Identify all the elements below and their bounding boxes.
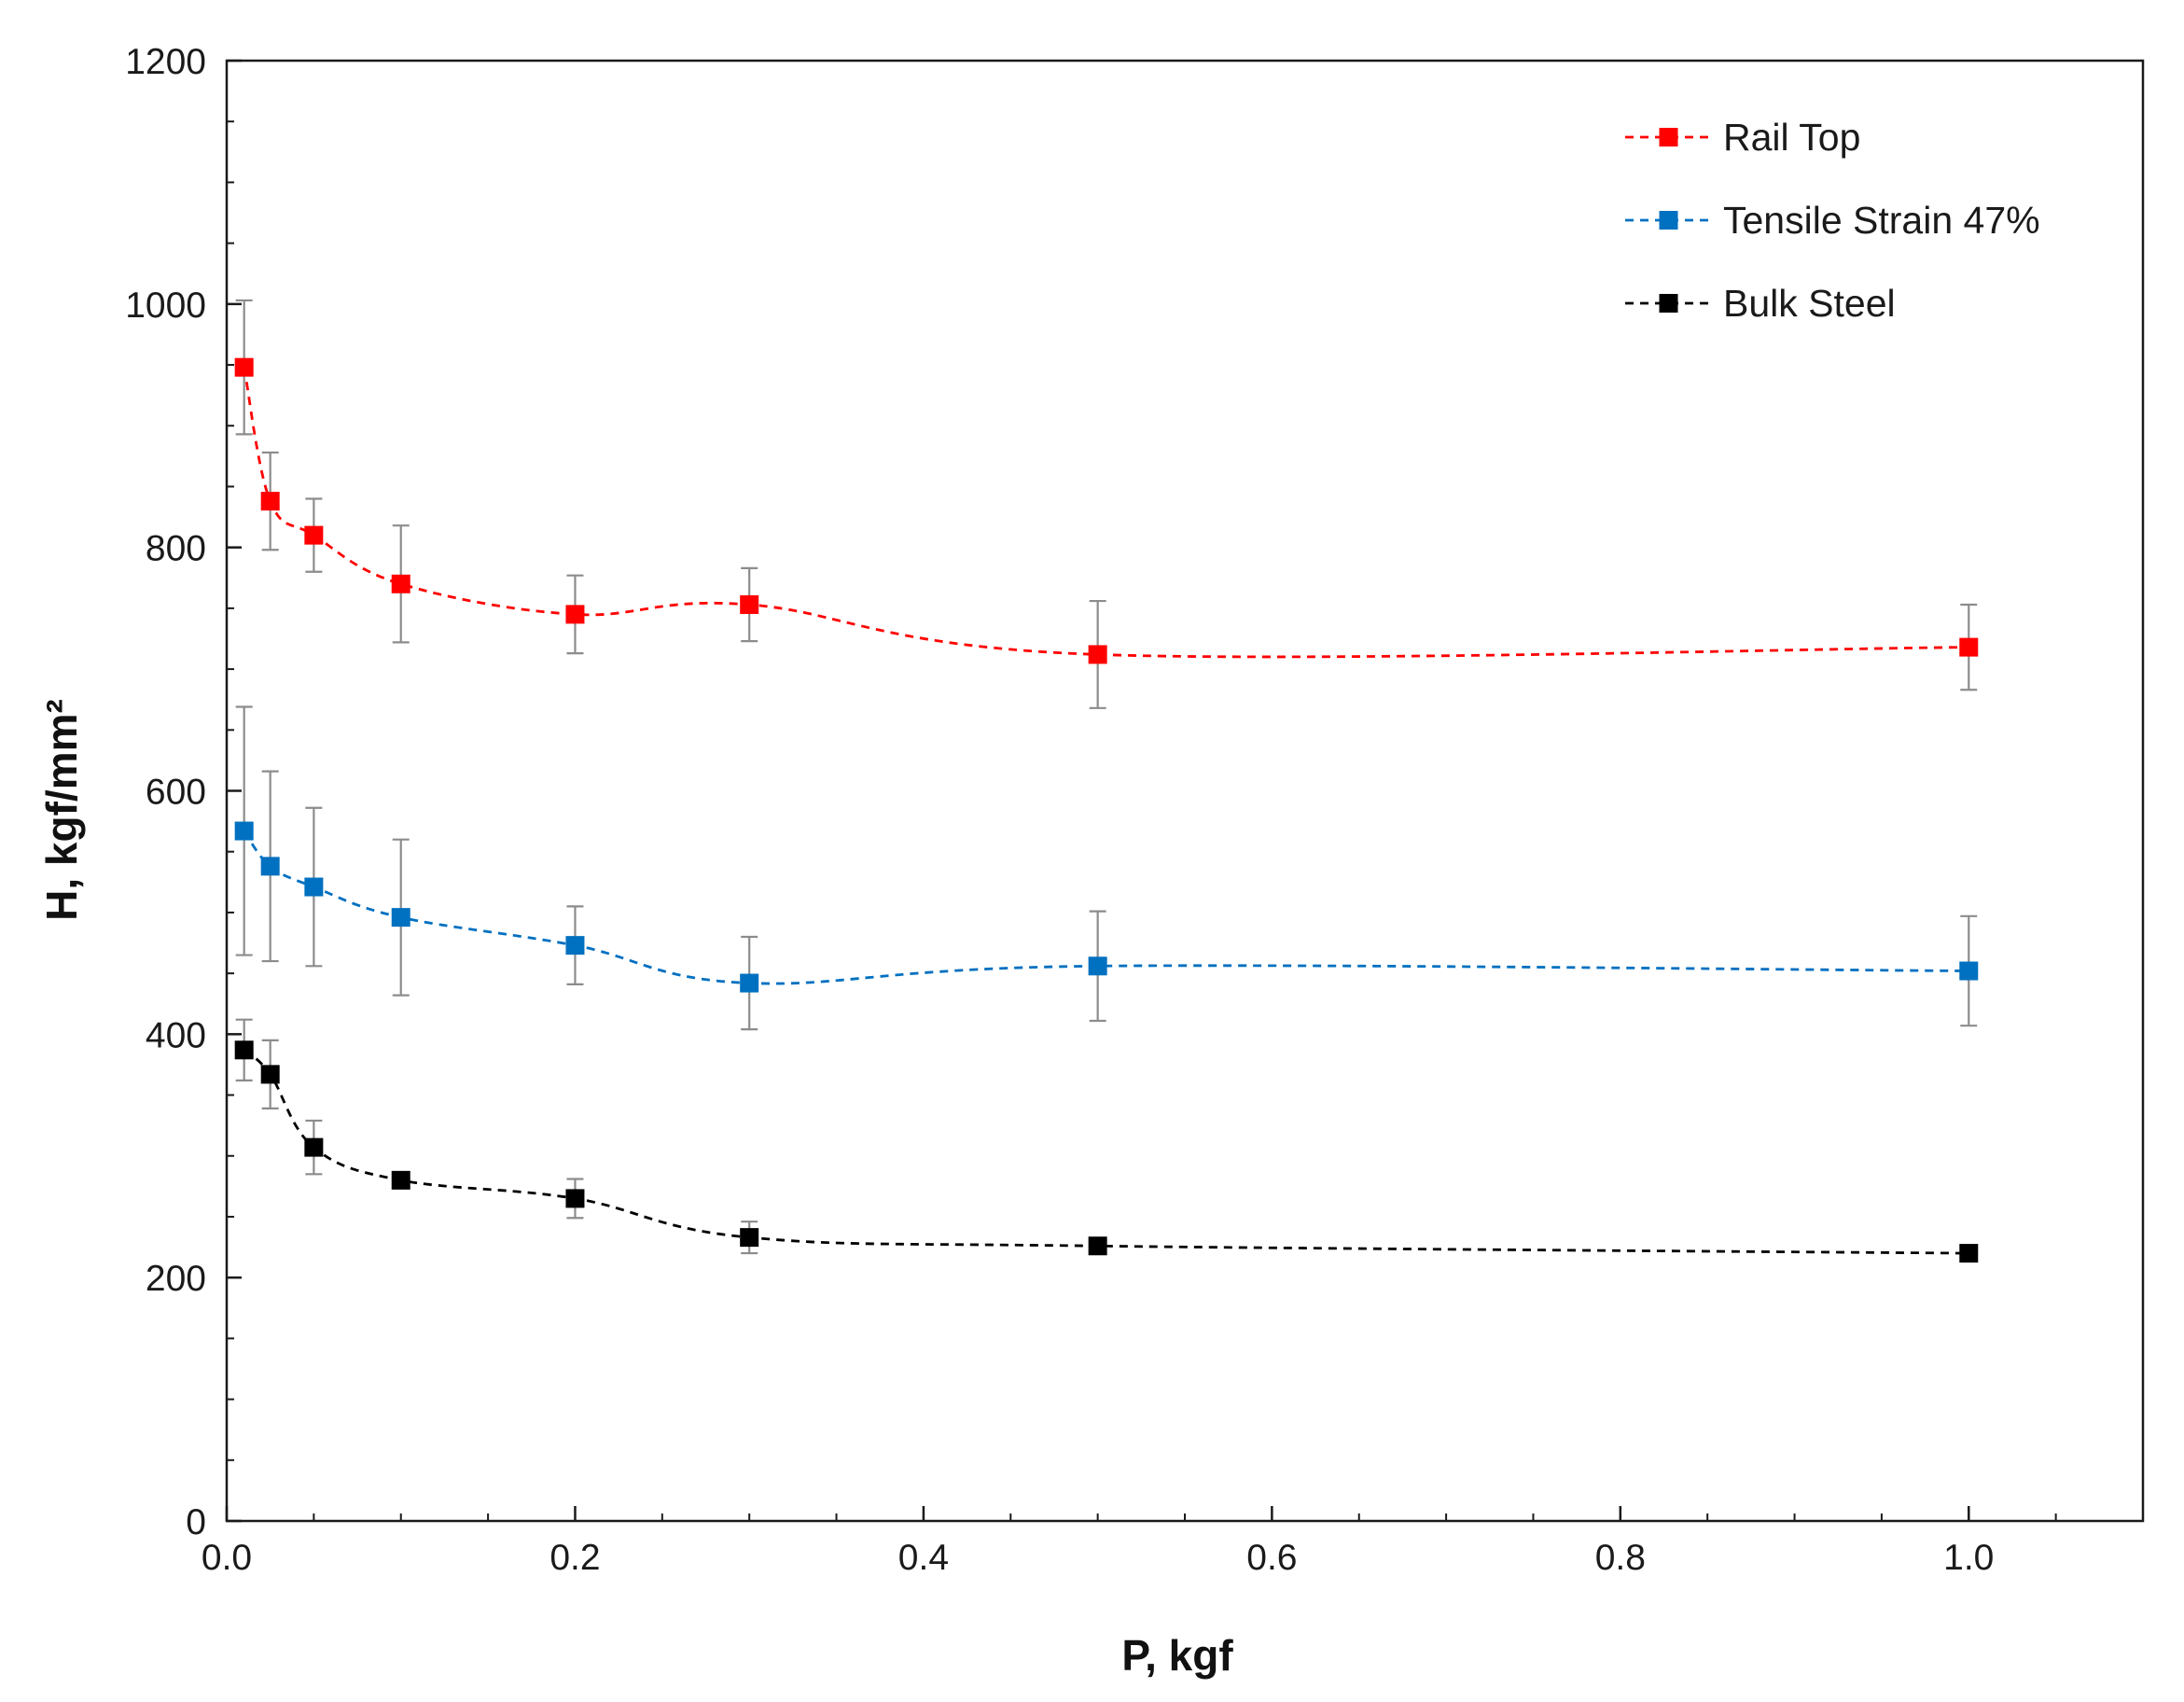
data-point <box>740 1228 759 1248</box>
legend: Rail Top Tensile Strain 47% Bulk Steel <box>1625 116 2040 325</box>
data-point <box>740 973 759 993</box>
y-tick-label: 400 <box>146 1015 206 1055</box>
legend-marker <box>1659 294 1678 313</box>
minor-ticks <box>227 120 2144 1521</box>
tick-labels: 0.0 0.2 0.4 0.6 0.8 1.0 0 200 400 600 800 1000 1200 <box>125 42 1994 1578</box>
data-point <box>304 1137 324 1157</box>
data-point <box>234 357 254 377</box>
plot-area <box>225 59 2145 1523</box>
data-point <box>391 1170 410 1190</box>
data-point <box>234 1040 254 1060</box>
y-tick-label: 1200 <box>125 42 206 82</box>
x-tick-label: 1.0 <box>1943 1538 1994 1578</box>
x-tick-label: 0.0 <box>202 1538 252 1578</box>
y-tick-label: 0 <box>186 1502 206 1542</box>
series-line-0 <box>243 367 1969 659</box>
data-point <box>1959 637 1979 657</box>
data-point <box>260 857 280 876</box>
data-point <box>1088 1236 1107 1256</box>
data-point <box>260 492 280 511</box>
legend-marker <box>1659 128 1678 146</box>
x-tick-label: 0.8 <box>1595 1538 1646 1578</box>
x-tick-label: 0.2 <box>549 1538 600 1578</box>
x-tick-label: 0.4 <box>898 1538 949 1578</box>
data-point <box>391 908 410 928</box>
legend-label: Bulk Steel <box>1723 282 1896 325</box>
series-line-2 <box>243 1049 1969 1255</box>
y-axis-title: H, kgf/mm² <box>37 699 86 921</box>
major-ticks <box>225 59 1970 1523</box>
data-point <box>740 594 759 614</box>
data-point <box>304 525 324 545</box>
y-tick-label: 200 <box>146 1259 206 1299</box>
y-tick-label: 800 <box>146 529 206 569</box>
data-point <box>391 574 410 593</box>
data-point <box>1088 956 1107 976</box>
data-point <box>1959 961 1979 981</box>
legend-label: Tensile Strain 47% <box>1723 199 2040 242</box>
error-bars <box>235 299 1978 1263</box>
y-tick-label: 600 <box>146 773 206 813</box>
data-point <box>565 936 585 956</box>
data-point <box>260 1065 280 1084</box>
data-markers <box>234 357 1979 1263</box>
y-tick-label: 1000 <box>125 286 206 326</box>
x-tick-label: 0.6 <box>1246 1538 1297 1578</box>
data-point <box>234 821 254 841</box>
data-point <box>1959 1244 1979 1263</box>
x-axis-title: P, kgf <box>1121 1631 1233 1680</box>
legend-label: Rail Top <box>1723 116 1860 159</box>
data-point <box>565 1189 585 1208</box>
legend-marker <box>1659 211 1678 230</box>
data-point <box>304 877 324 897</box>
data-point <box>1088 645 1107 664</box>
data-point <box>565 605 585 624</box>
